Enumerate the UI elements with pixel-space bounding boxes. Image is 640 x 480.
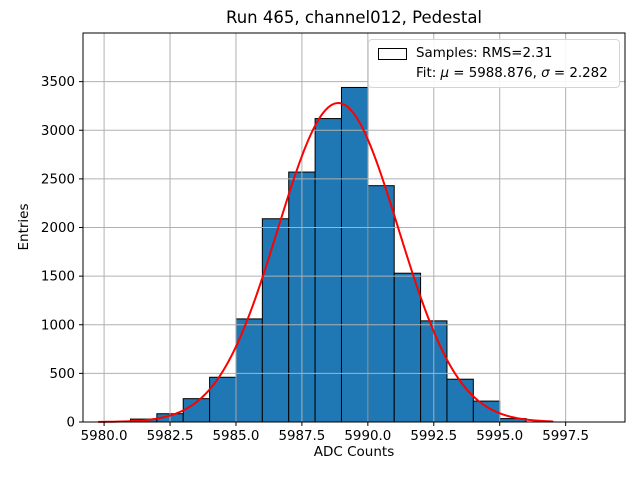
histogram-bar [393,272,422,423]
legend-entry-fit: Fit: μ = 5988.876, σ = 2.282 [378,66,610,81]
chart-title: Run 465, channel012, Pedestal [225,8,483,27]
legend-fit-prefix: Fit: [416,66,441,81]
histogram-bar [261,218,290,423]
fit-curve [97,102,554,423]
histogram-bar [446,378,474,423]
y-tick-label: 2000 [41,221,75,236]
x-tick-label: 5992.5 [410,429,457,444]
x-tick-label: 5990.0 [344,429,391,444]
legend-label-fit: Fit: μ = 5988.876, σ = 2.282 [416,66,608,81]
y-tick-labels: 0 500 1000 1500 2000 2500 3000 3500 [41,75,75,430]
y-tick-label: 2500 [41,172,75,187]
legend-fit-mu-value: = 5988.876, [449,66,542,81]
axis-ticks [79,81,567,426]
histogram-bars [129,86,527,423]
y-tick-label: 1500 [41,270,75,285]
x-tick-labels: 5980.0 5982.5 5985.0 5987.5 5990.0 5992.5 5995… [81,429,589,444]
sigma-symbol: σ [541,66,550,81]
mu-symbol: μ [440,66,449,81]
x-tick-label: 5985.0 [213,429,260,444]
x-tick-label: 5982.5 [147,429,194,444]
x-axis-label: ADC Counts [313,444,395,460]
histogram-bar [340,86,369,423]
histogram-bar [367,185,395,423]
legend-label-samples: Samples: RMS=2.31 [416,46,553,61]
y-axis-label: Entries [16,203,32,251]
y-tick-label: 3000 [41,124,75,139]
x-tick-label: 5987.5 [278,429,325,444]
legend-fit-sigma-value: = 2.282 [549,66,608,81]
x-tick-label: 5997.5 [542,429,589,444]
gaussian-fit-line [97,102,554,423]
histogram-bar [314,118,342,423]
y-tick-label: 3500 [41,75,75,90]
legend-entry-samples: Samples: RMS=2.31 [378,46,610,61]
histogram-bar [235,318,263,423]
y-tick-label: 0 [66,416,75,431]
histogram-swatch-icon [378,47,407,60]
y-tick-label: 500 [49,367,75,382]
x-tick-label: 5995.0 [476,429,523,444]
legend: Samples: RMS=2.31 Fit: μ = 5988.876, σ =… [368,39,620,88]
x-tick-label: 5980.0 [81,429,128,444]
y-tick-label: 1000 [41,318,75,333]
